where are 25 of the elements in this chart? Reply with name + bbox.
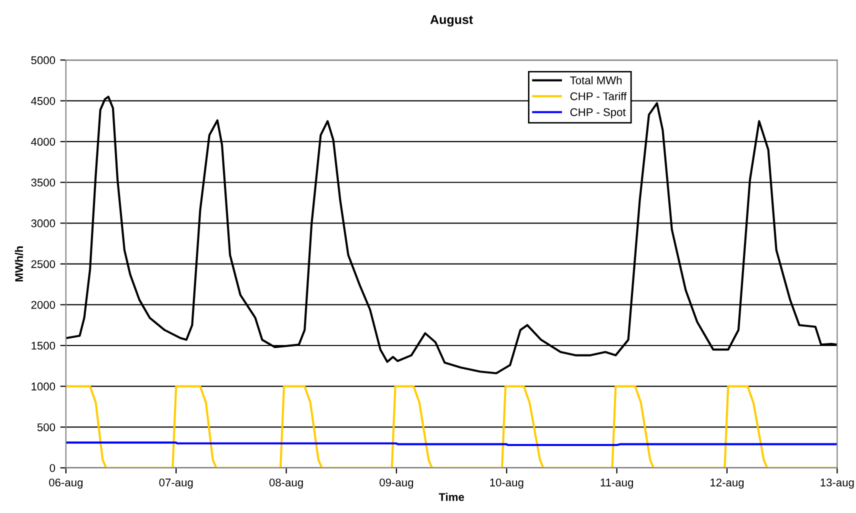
x-tick-label: 07-aug [159, 478, 193, 489]
y-tick-label: 3000 [31, 219, 56, 228]
legend-label: CHP - Spot [570, 108, 626, 118]
y-tick-label: 3500 [31, 178, 56, 187]
x-axis-title: Time [438, 492, 464, 501]
chart-title: August [430, 15, 473, 27]
x-tick-label: 12-aug [710, 478, 744, 489]
y-tick-label: 0 [50, 464, 56, 472]
x-tick-label: 11-aug [600, 478, 633, 489]
legend-label: Total MWh [570, 76, 622, 84]
y-tick-label: 2500 [31, 260, 56, 268]
x-tick-label: 10-aug [490, 478, 524, 489]
y-tick-label: 4000 [31, 138, 56, 146]
y-tick-label: 1000 [32, 382, 56, 390]
x-tick-label: 09-aug [380, 478, 414, 489]
y-tick-label: 4500 [31, 97, 56, 105]
x-tick-label: 06-aug [49, 478, 82, 489]
y-tick-label: 2000 [31, 300, 56, 309]
y-tick-label: 1500 [32, 342, 56, 350]
y-tick-label: 5000 [31, 56, 56, 64]
y-axis-title: MWh/h [14, 246, 24, 282]
y-tick-label: 500 [37, 423, 56, 432]
x-tick-label: 13-aug [820, 478, 854, 489]
legend-label: CHP - Tariff [570, 92, 627, 100]
x-tick-label: 08-aug [269, 478, 303, 489]
